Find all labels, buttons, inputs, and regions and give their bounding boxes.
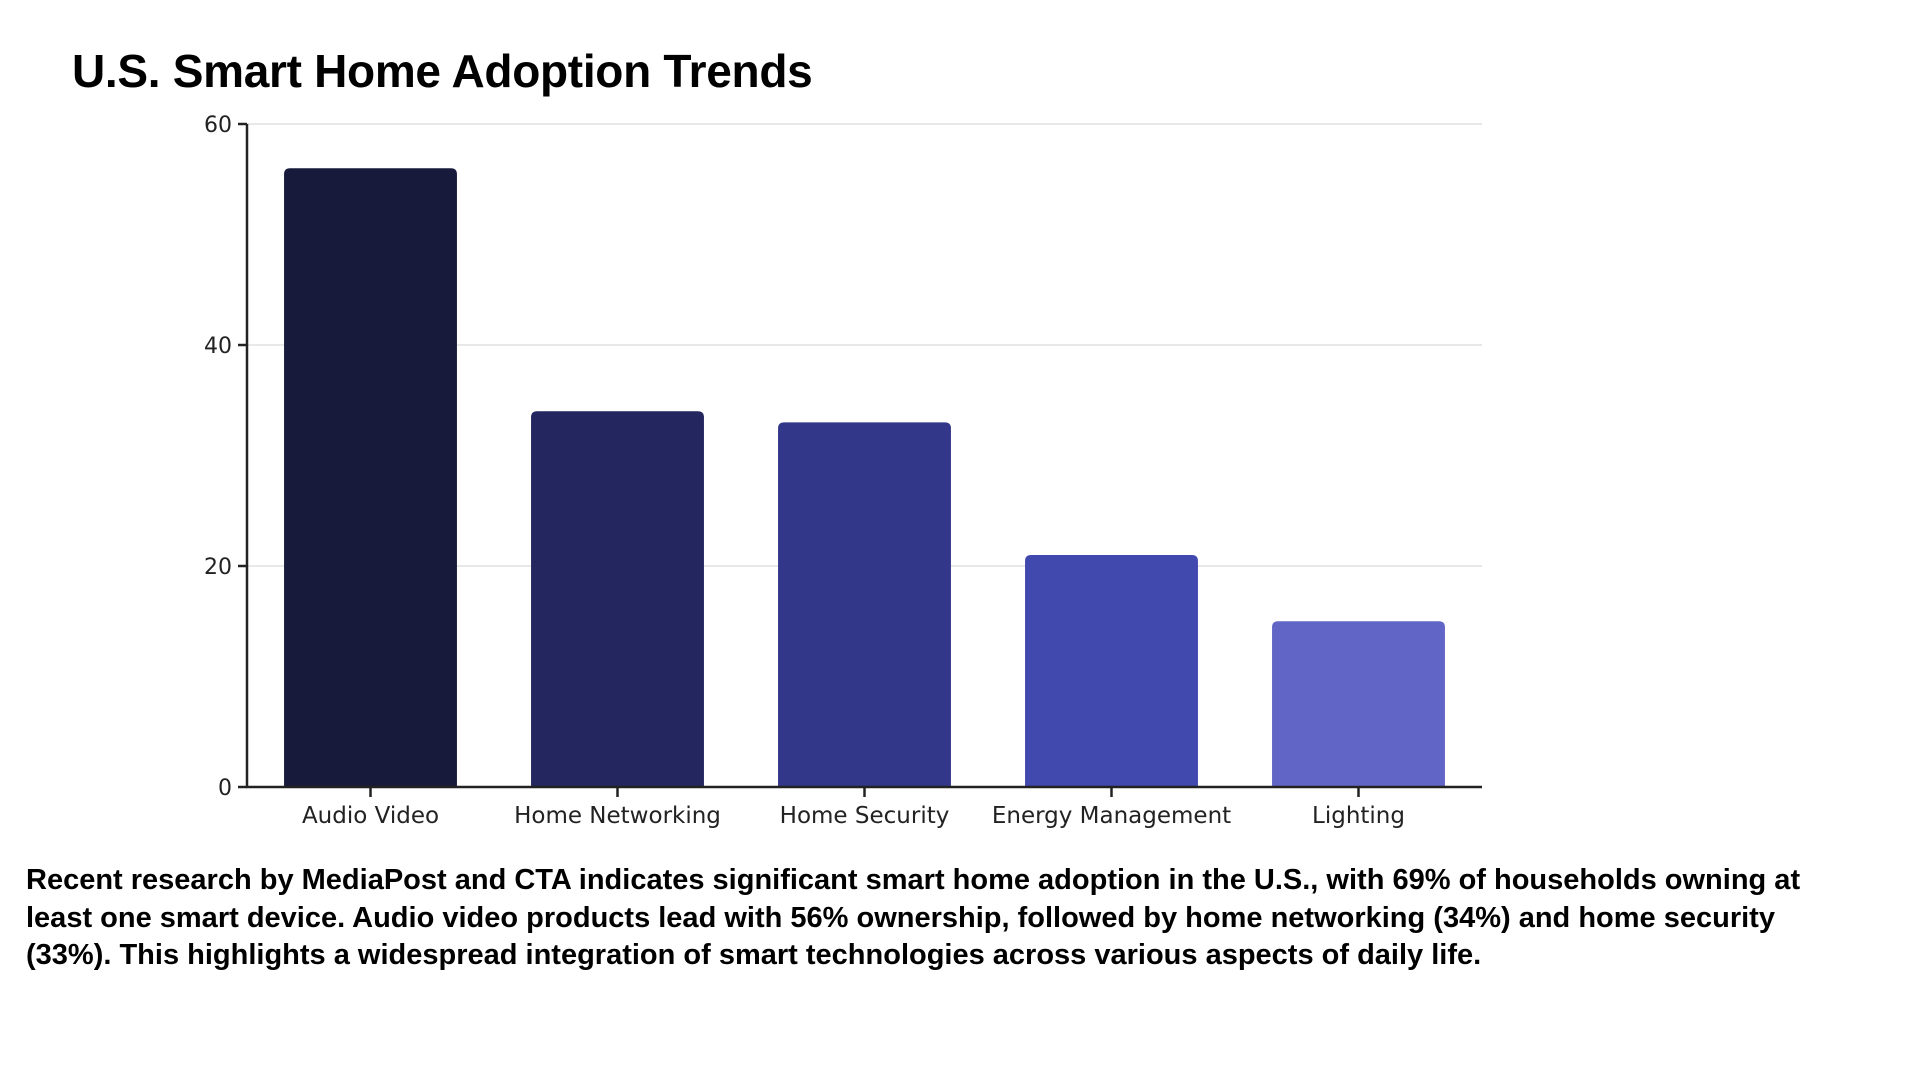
chart-title: U.S. Smart Home Adoption Trends — [72, 45, 813, 97]
x-tick-label: Audio Video — [302, 803, 439, 829]
y-tick-label: 0 — [218, 776, 232, 801]
bars — [284, 168, 1445, 786]
x-axis-labels: Audio Video Home Networking Home Security E… — [302, 787, 1405, 829]
x-tick-label: Energy Management — [992, 803, 1231, 829]
bar-home-security — [778, 422, 951, 786]
description-text: Recent research by MediaPost and CTA ind… — [26, 864, 1801, 971]
x-tick-label: Home Security — [780, 803, 950, 829]
bar-lighting — [1272, 621, 1445, 786]
y-tick-label: 40 — [204, 334, 232, 359]
bar-home-networking — [531, 411, 704, 786]
x-tick-label: Lighting — [1312, 803, 1405, 829]
bar-audio-video — [284, 168, 457, 786]
bar-energy-management — [1025, 554, 1198, 786]
y-axis-ticks: 0 20 40 60 — [204, 113, 247, 801]
y-tick-label: 20 — [204, 555, 232, 580]
y-tick-label: 60 — [204, 113, 232, 138]
x-tick-label: Home Networking — [514, 803, 721, 829]
